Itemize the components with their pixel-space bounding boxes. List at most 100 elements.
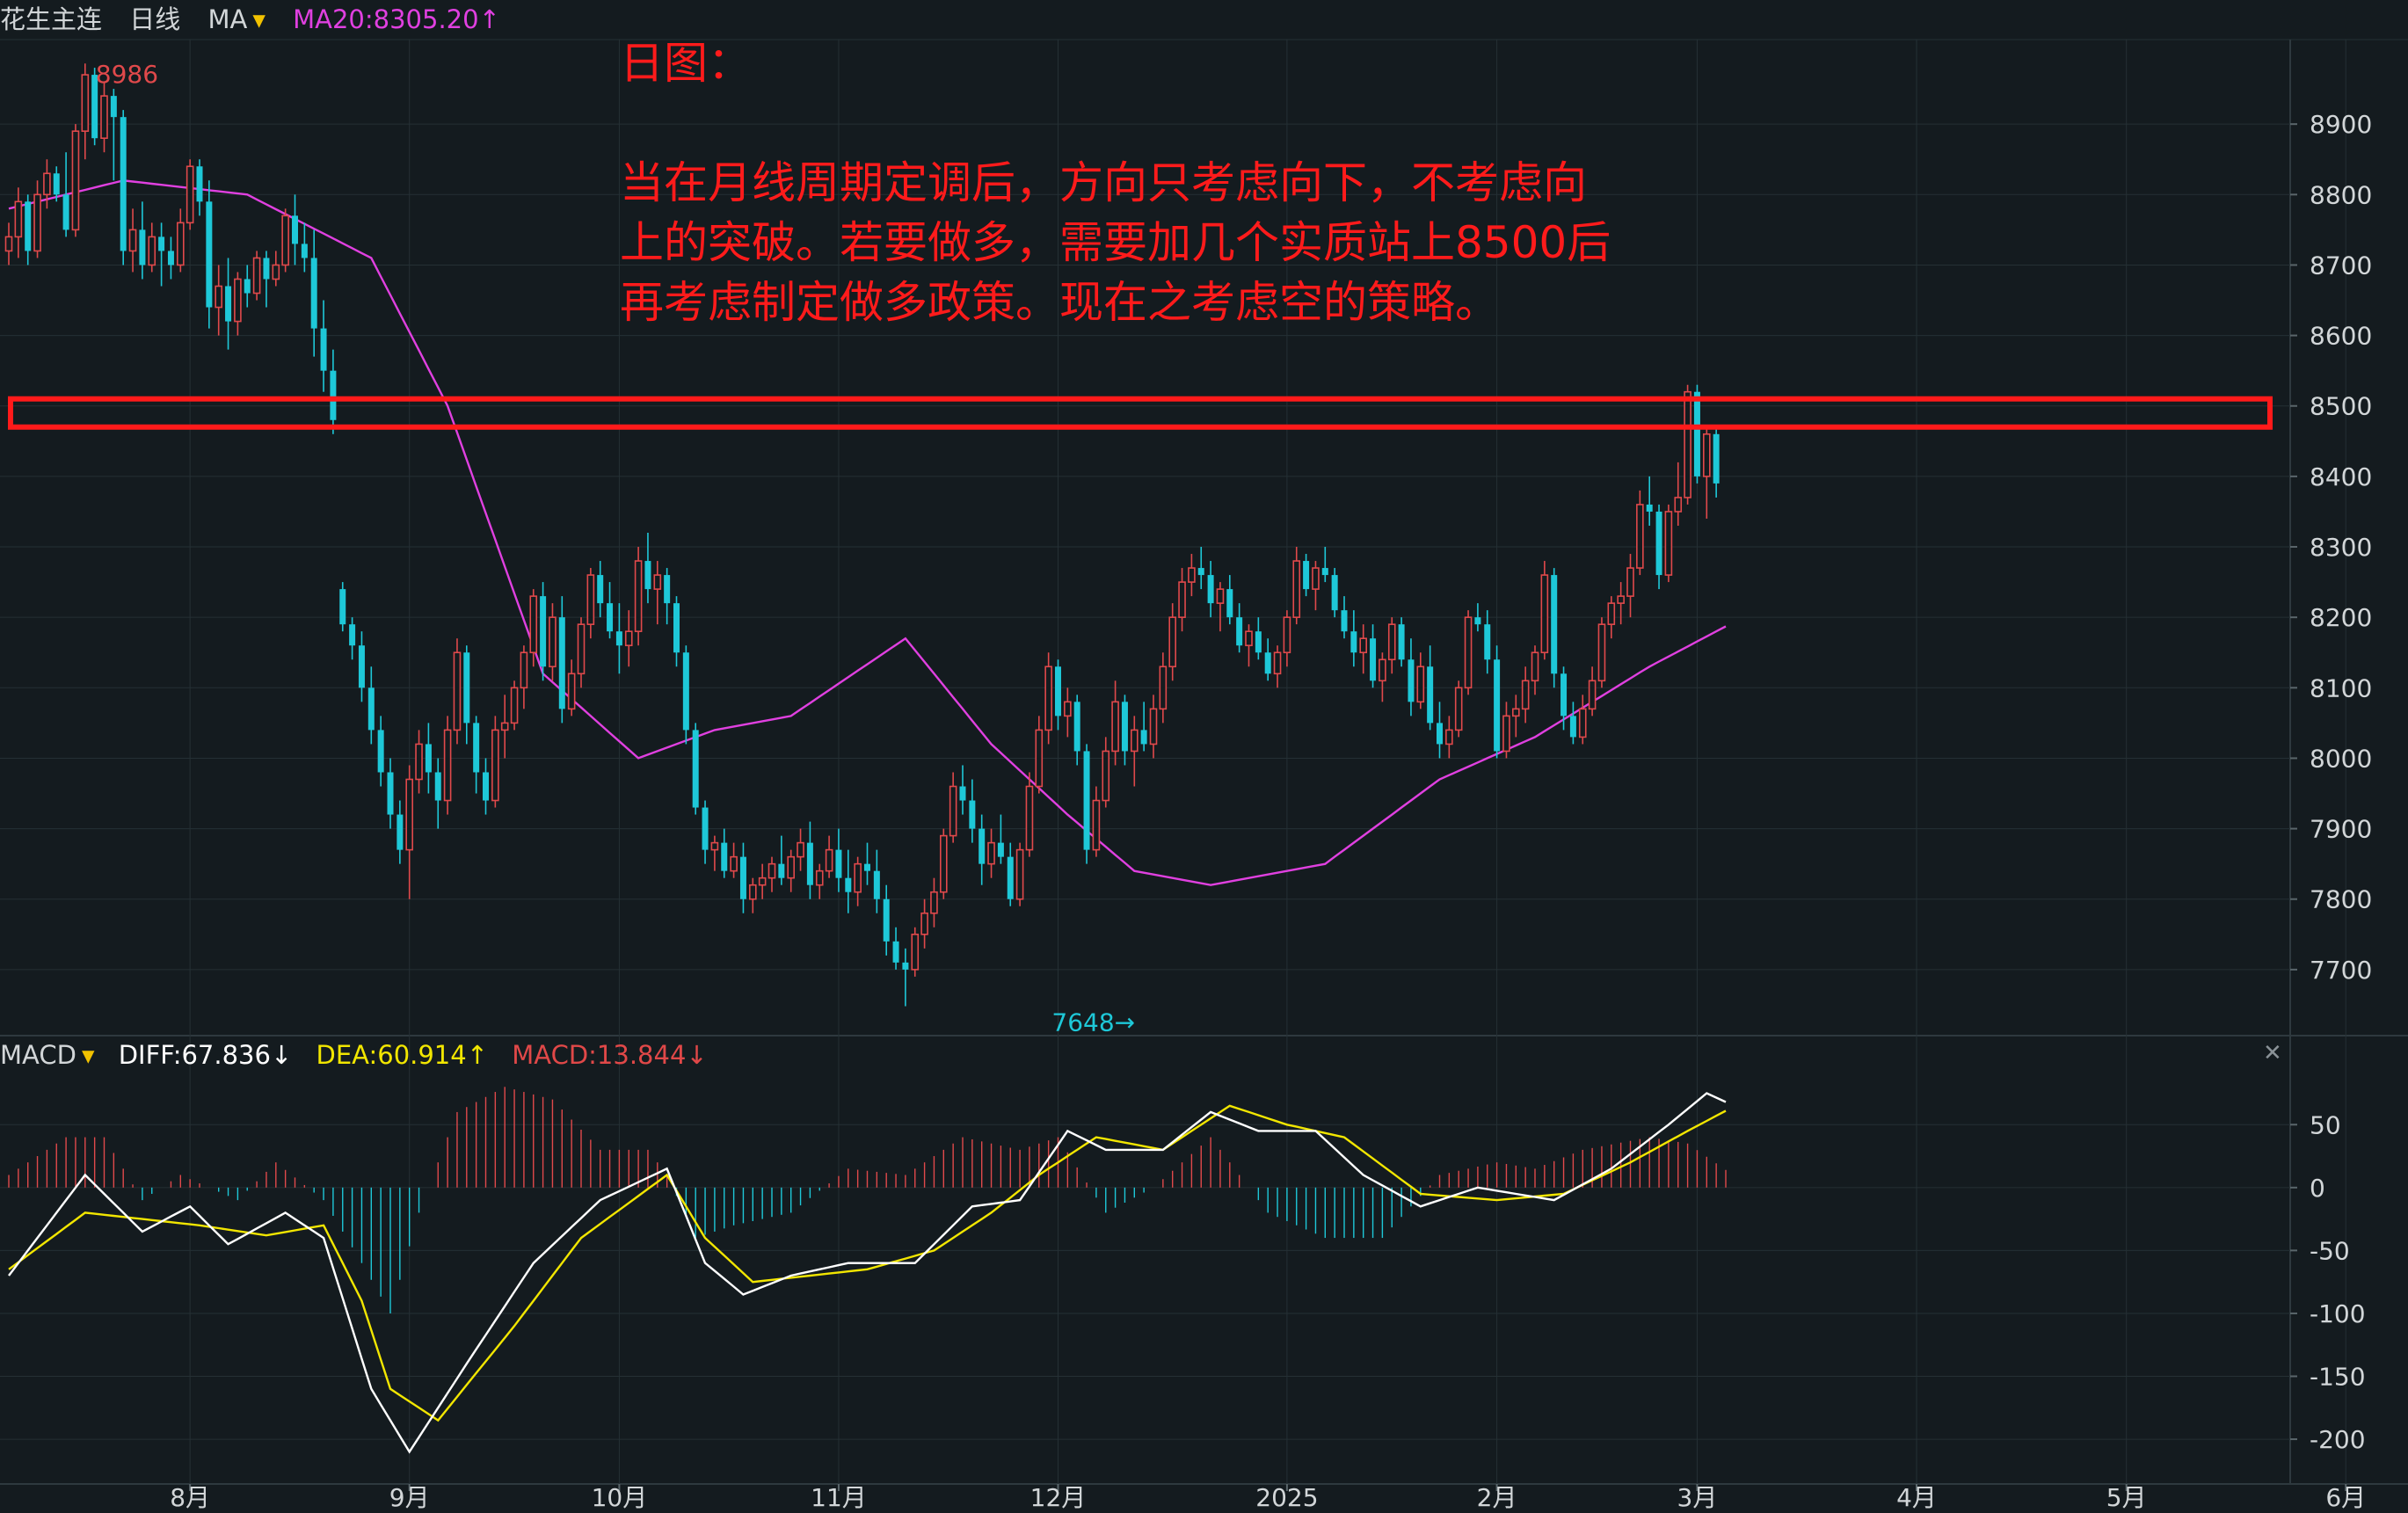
candle-body (1350, 631, 1357, 653)
candle-body (1140, 730, 1147, 745)
candle (387, 758, 394, 829)
candle-body (949, 785, 957, 837)
indicator-selector[interactable]: MA ▾ (207, 4, 265, 34)
candlestick-series[interactable] (4, 63, 1720, 1007)
candle (1521, 666, 1530, 724)
dea-value: DEA:60.914↑ (316, 1040, 489, 1070)
candle-body (263, 258, 270, 280)
candle-body (1188, 567, 1196, 583)
candle-body (549, 616, 557, 668)
close-icon[interactable]: ✕ (2263, 1040, 2282, 1066)
candle (1569, 702, 1576, 745)
candle (71, 124, 80, 237)
candle (100, 82, 108, 153)
candle-body (377, 730, 384, 773)
instrument-name[interactable]: 花生主连 (0, 4, 103, 34)
candle-body (215, 285, 222, 309)
candle-body (1521, 680, 1530, 710)
candle-body (148, 236, 156, 266)
candle-body (425, 744, 432, 773)
candle-body (892, 941, 899, 963)
price-tick-label: 8900 (2310, 110, 2372, 139)
time-tick-label: 8月 (170, 1483, 210, 1512)
candle-body (4, 236, 13, 252)
macd-info-bar: MACD ▾ DIFF:67.836↓ DEA:60.914↑ MACD:13.8… (0, 1036, 1495, 1074)
candle (405, 765, 414, 899)
candle-body (586, 574, 595, 625)
candle (702, 800, 709, 864)
candle-body (920, 912, 928, 935)
candle (252, 251, 261, 301)
candle (1617, 582, 1625, 625)
candle-body (349, 624, 356, 646)
candle (835, 828, 842, 892)
candle-body (664, 575, 671, 604)
candle-body (721, 842, 728, 871)
candle (25, 194, 32, 266)
candle (1445, 716, 1453, 759)
candle-body (1569, 716, 1576, 738)
diff-value: DIFF:67.836↓ (118, 1040, 293, 1070)
candle (167, 236, 174, 280)
candle (845, 849, 852, 913)
candle-body (1015, 848, 1024, 900)
candle (1636, 490, 1644, 576)
candle (225, 258, 232, 350)
candle-body (940, 834, 948, 893)
candle (902, 948, 909, 1007)
candle (14, 187, 23, 258)
candle (1588, 666, 1597, 716)
candle-body (281, 215, 289, 266)
candle (339, 582, 346, 632)
candle-body (1646, 504, 1653, 512)
candle-body (206, 201, 213, 308)
period-label[interactable]: 日线 (129, 4, 181, 34)
candle-body (1464, 616, 1473, 689)
candle-body (330, 370, 337, 420)
candle (892, 927, 899, 970)
macd-selector[interactable]: MACD ▾ (0, 1040, 95, 1070)
candle-body (177, 222, 185, 266)
candle (607, 582, 614, 639)
time-tick-label: 10月 (592, 1483, 648, 1512)
candle-body (128, 229, 137, 252)
candle (1216, 582, 1225, 632)
candle (1178, 568, 1186, 632)
candle-body (415, 743, 423, 781)
caret-down-icon: ▾ (81, 1040, 95, 1070)
time-tick-label: 2025 (1255, 1483, 1318, 1512)
candle (1713, 426, 1720, 498)
candle-body (1445, 729, 1453, 746)
macd-lines (8, 1092, 1727, 1454)
candle-body (1454, 687, 1463, 731)
price-tick-label: 7800 (2310, 885, 2372, 914)
candle-body (33, 193, 41, 252)
candle (1578, 695, 1587, 745)
axes: 7700 7800 7900 8000 8100 8200 8300 8400 8500 8600… (170, 110, 2372, 1512)
candle (1159, 652, 1168, 724)
diff-line (8, 1092, 1727, 1454)
candle (330, 349, 337, 434)
candle-body (1437, 723, 1443, 745)
price-tick-label: 8400 (2310, 462, 2372, 491)
candle (301, 222, 308, 273)
candle (1273, 645, 1282, 688)
candle (987, 828, 995, 878)
candle (1283, 610, 1291, 667)
candle (1236, 603, 1243, 653)
candle (1494, 645, 1501, 759)
candle (234, 272, 242, 336)
candle-body (1416, 666, 1425, 703)
low-price-label: 7648→ (1051, 1008, 1135, 1037)
candle (349, 617, 356, 660)
price-tick-label: 8000 (2310, 744, 2372, 773)
price-tick-label: 8300 (2310, 533, 2372, 562)
candle-body (434, 772, 441, 801)
candle-body (14, 200, 23, 238)
candle-body (25, 201, 32, 251)
time-tick-label: 11月 (811, 1483, 867, 1512)
candle (806, 821, 813, 899)
candle-body (1578, 708, 1587, 738)
candle-body (1035, 729, 1044, 788)
ma20-value: MA20:8305.20↑ (293, 4, 500, 34)
